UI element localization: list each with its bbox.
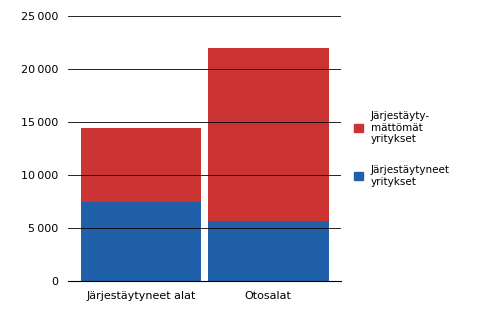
Bar	[208, 48, 329, 221]
Bar	[80, 128, 201, 202]
Legend: Järjestäyty-
mättömät
yritykset, Järjestäytyneet
yritykset: Järjestäyty- mättömät yritykset, Järjest…	[354, 111, 450, 187]
Bar	[80, 202, 201, 281]
Bar	[208, 221, 329, 281]
